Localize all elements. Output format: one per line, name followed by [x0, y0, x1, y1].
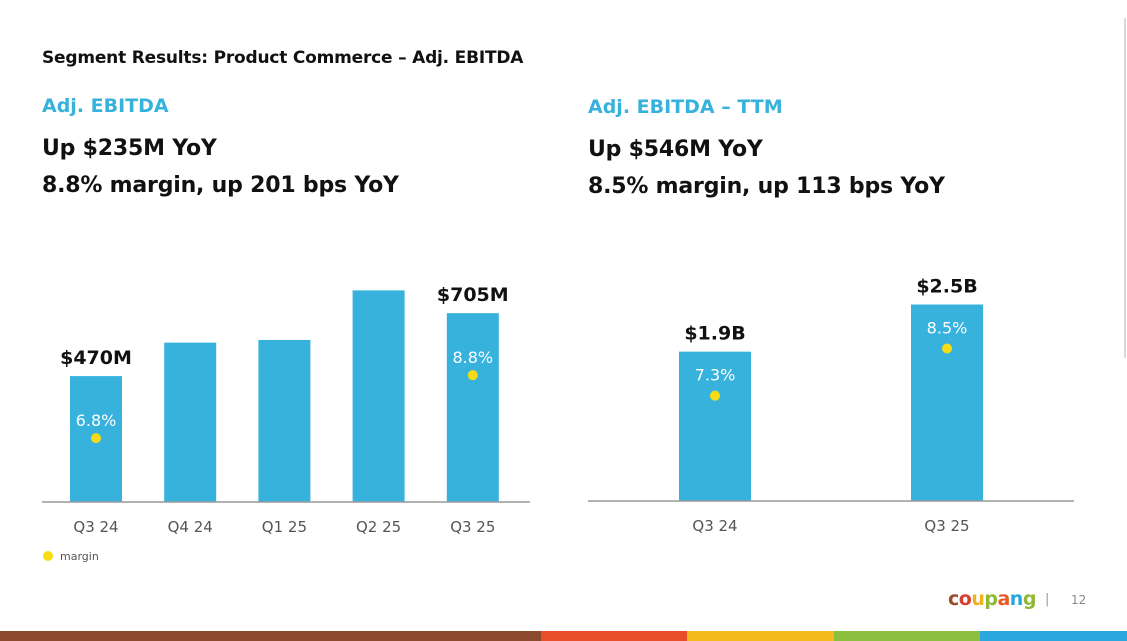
stripe-segment	[540, 631, 688, 641]
logo-letter: n	[1009, 588, 1024, 610]
x-tick-label: Q3 24	[73, 518, 118, 536]
logo-letter: p	[984, 588, 998, 610]
stripe-segment	[980, 631, 1127, 641]
slide-title: Segment Results: Product Commerce – Adj.…	[42, 48, 524, 68]
right-panel-line-2: 8.5% margin, up 113 bps YoY	[588, 174, 945, 199]
left-panel-summary: Up $235M YoY 8.8% margin, up 201 bps YoY	[42, 130, 399, 204]
stripe-segment	[0, 631, 541, 641]
bar	[679, 351, 751, 501]
margin-value-label: 8.5%	[927, 319, 968, 338]
legend-marker	[43, 551, 53, 561]
margin-marker	[710, 390, 720, 401]
x-tick-label: Q2 25	[356, 518, 401, 536]
legend-label: margin	[60, 550, 99, 563]
x-tick-label: Q1 25	[262, 518, 307, 536]
x-tick-label: Q4 24	[168, 518, 213, 536]
right-panel-heading: Adj. EBITDA – TTM	[588, 96, 783, 118]
margin-value-label: 6.8%	[76, 411, 117, 430]
right-panel-line-1: Up $546M YoY	[588, 137, 763, 162]
bar-value-label: $470M	[60, 347, 132, 369]
right-panel-summary: Up $546M YoY 8.5% margin, up 113 bps YoY	[588, 131, 945, 205]
bar	[352, 290, 405, 502]
x-tick-label: Q3 25	[450, 518, 495, 536]
footer-color-stripe	[0, 631, 1127, 641]
bar-value-label: $2.5B	[916, 276, 977, 298]
footer-separator: |	[1045, 592, 1050, 607]
bar-value-label: $1.9B	[684, 323, 745, 345]
logo-letter: o	[958, 588, 972, 610]
stripe-segment	[687, 631, 834, 641]
logo-letter: u	[971, 588, 985, 610]
margin-value-label: 8.8%	[452, 348, 493, 367]
x-tick-label: Q3 24	[692, 517, 737, 535]
bar	[258, 339, 311, 502]
bar	[164, 342, 217, 502]
bar	[446, 313, 499, 502]
margin-marker	[942, 343, 952, 354]
stripe-segment	[833, 631, 981, 641]
left-panel-line-2: 8.8% margin, up 201 bps YoY	[42, 173, 399, 198]
margin-marker	[91, 433, 101, 444]
x-tick-label: Q3 25	[924, 517, 969, 535]
bar	[911, 304, 983, 501]
edge-divider	[1124, 18, 1126, 358]
logo-letter: c	[948, 588, 959, 610]
logo-letter: g	[1022, 588, 1037, 610]
logo-letter: a	[997, 588, 1010, 610]
bar-value-label: $705M	[437, 284, 509, 306]
coupang-logo: coupang	[948, 588, 1036, 610]
left-panel-line-1: Up $235M YoY	[42, 136, 217, 161]
margin-value-label: 7.3%	[695, 366, 736, 385]
page-number: 12	[1071, 593, 1087, 607]
left-panel-heading: Adj. EBITDA	[42, 95, 169, 117]
margin-marker	[467, 370, 478, 381]
